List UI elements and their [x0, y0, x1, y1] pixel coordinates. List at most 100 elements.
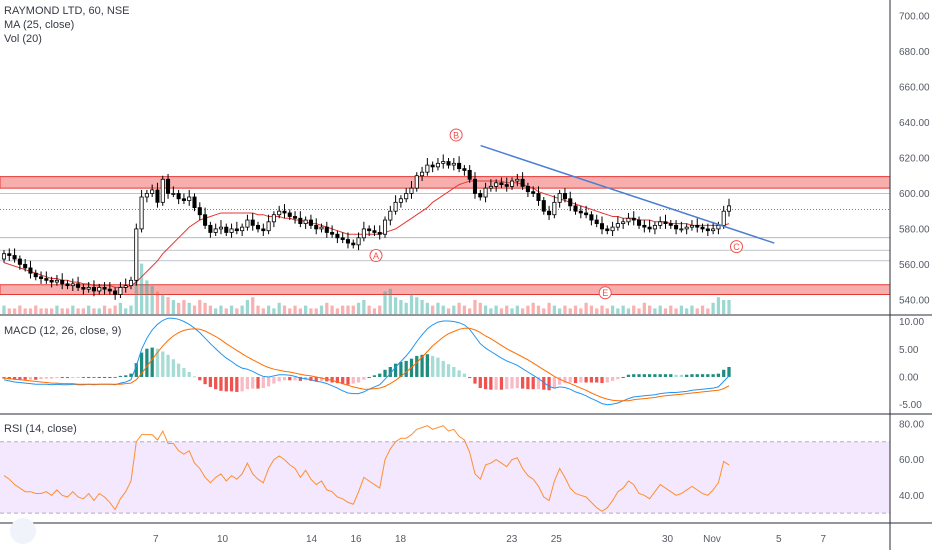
volume-bar — [499, 308, 504, 314]
candle-body — [240, 226, 245, 232]
signal-line — [3, 327, 730, 402]
macd-histogram-bar — [166, 354, 170, 377]
candle-body — [255, 224, 261, 230]
volume-bar — [203, 302, 207, 314]
candle-body — [171, 193, 176, 195]
volume-bar — [177, 302, 181, 314]
macd-line — [3, 317, 730, 406]
time-axis[interactable]: 7 10 14 16 18 23 25 30 Nov 5 7 — [153, 534, 827, 545]
volume-bar — [198, 300, 202, 314]
candle-body — [76, 283, 81, 288]
volume-bar — [695, 308, 699, 314]
macd-histogram-bar — [129, 373, 133, 377]
candle-body — [107, 288, 112, 292]
volume-bar — [642, 302, 646, 314]
zone-0 — [0, 176, 891, 189]
macd-histogram-bar — [637, 374, 641, 377]
volume-bar — [71, 305, 75, 314]
volume-bar — [314, 308, 318, 314]
macd-histogram-bar — [494, 376, 498, 390]
macd-histogram-bar — [34, 376, 38, 380]
time-tick-label: 14 — [306, 534, 318, 545]
volume-bar — [378, 305, 382, 314]
volume-bar — [219, 305, 223, 314]
candle-body — [435, 162, 440, 168]
candlesticks[interactable] — [1, 154, 732, 300]
macd-histogram-bar — [605, 376, 609, 383]
macd-histogram-bar — [700, 374, 705, 377]
macd-histogram-bar — [240, 376, 244, 392]
candle-body — [277, 210, 282, 216]
volume-bar — [108, 308, 112, 314]
price-tick-label: 580.00 — [899, 224, 930, 235]
candle-body — [118, 287, 123, 295]
volume-bar — [674, 308, 678, 314]
candle-body — [441, 161, 446, 164]
volume-bar — [28, 308, 33, 314]
volume-bar — [118, 302, 123, 314]
wave-annotations: A B C E — [369, 128, 743, 300]
candle-body — [367, 228, 372, 232]
volume-bar — [706, 308, 710, 314]
candle-body — [234, 228, 239, 232]
candle-body — [472, 178, 478, 194]
candle-body — [716, 224, 721, 230]
volume-bar — [12, 308, 17, 314]
volume-bar — [393, 297, 398, 314]
macd-histogram-bar — [171, 359, 175, 377]
trendline[interactable] — [480, 144, 775, 244]
macd-histogram-bar — [256, 376, 260, 389]
volume-bar — [446, 308, 451, 314]
volume-bar — [240, 305, 244, 314]
volume-bar — [97, 308, 101, 314]
volume-bar — [653, 308, 657, 314]
candle-body — [451, 162, 456, 166]
candle-body — [150, 189, 155, 194]
price-tick-label: 700.00 — [899, 12, 930, 23]
macd-histogram-bar — [616, 376, 620, 380]
candle-body — [488, 185, 493, 189]
macd-histogram-bar — [28, 376, 33, 380]
volume-bar — [277, 302, 281, 314]
volume-bar — [679, 305, 684, 314]
macd-histogram-bar — [224, 376, 228, 392]
volume-bar — [722, 300, 726, 314]
volume-bar — [161, 294, 165, 314]
candle-body — [711, 228, 716, 232]
candle-body — [674, 224, 679, 230]
candle-body — [229, 228, 234, 233]
macd-histogram-bar — [18, 376, 22, 380]
macd-histogram-bar — [235, 376, 239, 392]
macd-histogram-bar — [335, 376, 340, 384]
macd-histogram-bar — [198, 376, 202, 381]
candle-body — [314, 224, 319, 230]
macd-histogram-bar — [711, 374, 715, 377]
candle-body — [705, 228, 710, 232]
volume-bar — [55, 305, 59, 314]
candle-body — [573, 205, 578, 212]
candle-body — [176, 193, 181, 200]
volume-bar — [632, 305, 636, 314]
volume-bar — [171, 300, 175, 314]
macd-histogram-bar — [161, 351, 165, 377]
candle-body — [425, 164, 430, 173]
ma-legend: MA (25, close) — [4, 19, 74, 31]
macd-histogram-bar — [76, 376, 80, 378]
volume-bar — [584, 302, 588, 314]
volume-bar — [304, 305, 308, 314]
volume-bar — [187, 302, 191, 314]
volume-bar — [685, 308, 689, 314]
macd-histogram-bar — [245, 376, 250, 390]
volume-bar — [388, 288, 392, 314]
macd-histogram-bar — [388, 366, 392, 377]
candle-body — [17, 258, 22, 265]
candle-body — [128, 279, 134, 287]
candle-body — [192, 196, 197, 209]
volume-bar — [616, 308, 620, 314]
macd-histogram-bar — [489, 376, 493, 390]
price-axis[interactable]: 700.00 680.00 660.00 640.00 620.00 600.00 580.… — [899, 12, 930, 502]
candle-body — [599, 223, 605, 230]
macd-histogram-bar — [182, 368, 186, 377]
candle-body — [303, 219, 308, 224]
